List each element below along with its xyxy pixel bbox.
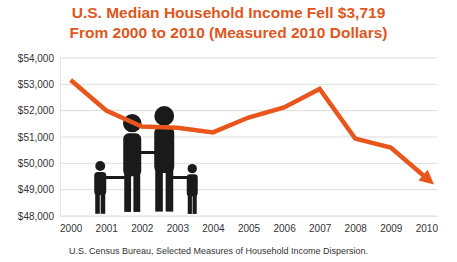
y-axis: $48,000 $49,000 $50,000 $51,000 $52,000 $53,0…: [18, 53, 61, 222]
y-tick: $49,000: [18, 184, 60, 195]
x-tick: 2001: [96, 216, 119, 234]
plot-area: $48,000 $49,000 $50,000 $51,000 $52,000 $53,0…: [18, 53, 439, 234]
y-tick-label: $49,000: [18, 184, 55, 195]
grid: [60, 58, 437, 216]
x-tick-label: 2002: [131, 223, 154, 234]
y-tick-label: $53,000: [18, 79, 55, 90]
x-tick: 2004: [202, 216, 225, 234]
title: U.S. Median Household Income Fell $3,719: [72, 4, 386, 21]
silhouette-arm: [172, 176, 190, 179]
subtitle: From 2000 to 2010 (Measured 2010 Dollars…: [70, 24, 388, 41]
family-silhouette: [94, 106, 197, 214]
x-tick: 2003: [167, 216, 190, 234]
silhouette-leg: [101, 192, 106, 214]
silhouette-leg: [133, 171, 140, 212]
silhouette-body: [123, 133, 141, 176]
y-tick: $51,000: [18, 132, 60, 143]
grid-line: [60, 216, 437, 217]
y-tick-label: $50,000: [18, 158, 55, 169]
x-tick: 2006: [273, 216, 296, 234]
x-tick: 2005: [238, 216, 261, 234]
x-tick-label: 2004: [202, 223, 225, 234]
y-tick-label: $51,000: [18, 132, 55, 143]
x-tick-label: 2006: [273, 223, 296, 234]
x-tick-label: 2001: [96, 223, 119, 234]
y-tick-label: $52,000: [18, 105, 55, 116]
marks: [71, 80, 427, 178]
grid-line: [60, 189, 437, 190]
grid-line: [60, 137, 437, 138]
silhouette-body: [154, 127, 174, 173]
y-tick: $53,000: [18, 79, 60, 90]
y-tick: $52,000: [18, 105, 60, 116]
y-tick: $50,000: [18, 158, 60, 169]
x-tick: 2008: [345, 216, 368, 234]
grid-line: [60, 163, 437, 164]
silhouette-head: [188, 164, 197, 173]
x-tick-label: 2008: [345, 223, 368, 234]
x-tick-label: 2000: [60, 223, 83, 234]
y-tick: $54,000: [18, 53, 60, 64]
silhouette-body: [94, 172, 106, 195]
silhouette-leg: [155, 168, 163, 212]
y-tick-label: $54,000: [18, 53, 55, 64]
x-tick: 2002: [131, 216, 154, 234]
silhouette-leg: [166, 168, 174, 212]
silhouette-leg: [95, 192, 100, 214]
x-tick: 2009: [380, 216, 403, 234]
y-tick: $48,000: [18, 211, 60, 222]
grid-line: [60, 84, 437, 85]
source: U.S. Census Bureau, Selected Measures of…: [69, 246, 368, 256]
x-tick: 2000: [60, 216, 83, 234]
x-tick-label: 2010: [416, 223, 439, 234]
grid-line: [60, 110, 437, 111]
x-axis-line: [61, 216, 438, 217]
silhouette-arm: [138, 151, 158, 154]
x-tick-label: 2007: [309, 223, 332, 234]
silhouette-head: [154, 106, 174, 126]
x-tick: 2007: [309, 216, 332, 234]
y-tick-label: $48,000: [18, 211, 55, 222]
silhouette-arm: [104, 176, 128, 179]
x-tick: 2010: [416, 216, 439, 234]
silhouette-leg: [193, 193, 197, 214]
x-tick-label: 2009: [380, 223, 403, 234]
grid-line: [60, 58, 437, 59]
silhouette-head: [95, 161, 105, 171]
silhouette-leg: [188, 193, 192, 214]
chart: U.S. Median Household Income Fell $3,719…: [0, 0, 457, 262]
income-line: [71, 80, 427, 178]
y-axis-line: [60, 59, 61, 217]
x-tick-label: 2003: [167, 223, 190, 234]
x-tick-label: 2005: [238, 223, 261, 234]
x-axis: 2000 2001 2002 2003 2004 2005 2006 2007 2008 2009…: [60, 216, 438, 234]
